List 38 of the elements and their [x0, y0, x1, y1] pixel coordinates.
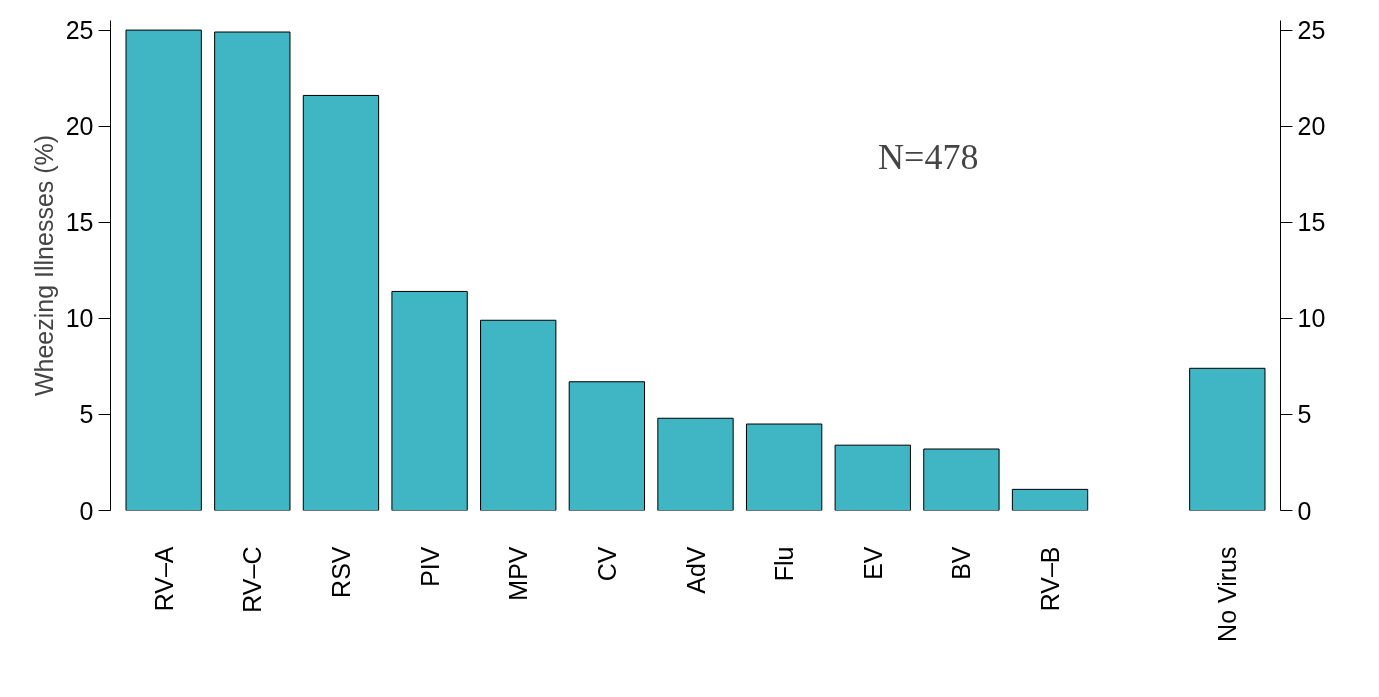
x-tick-label: CV — [592, 546, 621, 582]
bar — [125, 29, 202, 511]
bar — [391, 290, 468, 511]
y2-tick-label: 10 — [1297, 304, 1326, 333]
bar — [214, 31, 291, 511]
y-tick-label: 5 — [79, 400, 94, 429]
bar — [834, 444, 911, 511]
x-tick-label: BV — [947, 546, 976, 580]
y-tick-label: 20 — [65, 112, 94, 141]
y2-tick-label: 20 — [1297, 112, 1326, 141]
x-tick-label: RV–C — [238, 546, 267, 613]
y-tick-label: 15 — [65, 208, 94, 237]
bar — [923, 448, 1000, 511]
bar — [745, 423, 823, 511]
bar — [1189, 367, 1266, 511]
y2-tick-label: 5 — [1297, 400, 1312, 429]
x-tick-label: RSV — [326, 546, 355, 598]
x-tick-label: AdV — [681, 546, 710, 594]
x-tick-label: No Virus — [1213, 546, 1242, 642]
x-tick-label: RV–A — [149, 546, 178, 612]
y-tick-label: 10 — [65, 304, 94, 333]
y2-tick-label: 15 — [1297, 208, 1326, 237]
y2-tick-label: 0 — [1297, 496, 1312, 525]
annotation: N=478 — [878, 137, 979, 178]
bar — [657, 417, 734, 511]
x-tick-label: EV — [858, 546, 887, 580]
bar — [568, 381, 646, 511]
y-axis-title: Wheezing Illnesses (%) — [29, 134, 58, 397]
y-tick-label: 25 — [65, 16, 94, 45]
x-tick-label: PIV — [415, 546, 444, 587]
y2-tick-label: 25 — [1297, 16, 1326, 45]
bar — [480, 319, 557, 511]
x-tick-label: Flu — [770, 546, 799, 582]
x-tick-label: MPV — [504, 546, 533, 601]
y-tick-label: 0 — [79, 496, 94, 525]
x-tick-label: RV–B — [1036, 546, 1065, 612]
bar — [302, 94, 380, 511]
bar — [1011, 488, 1089, 511]
